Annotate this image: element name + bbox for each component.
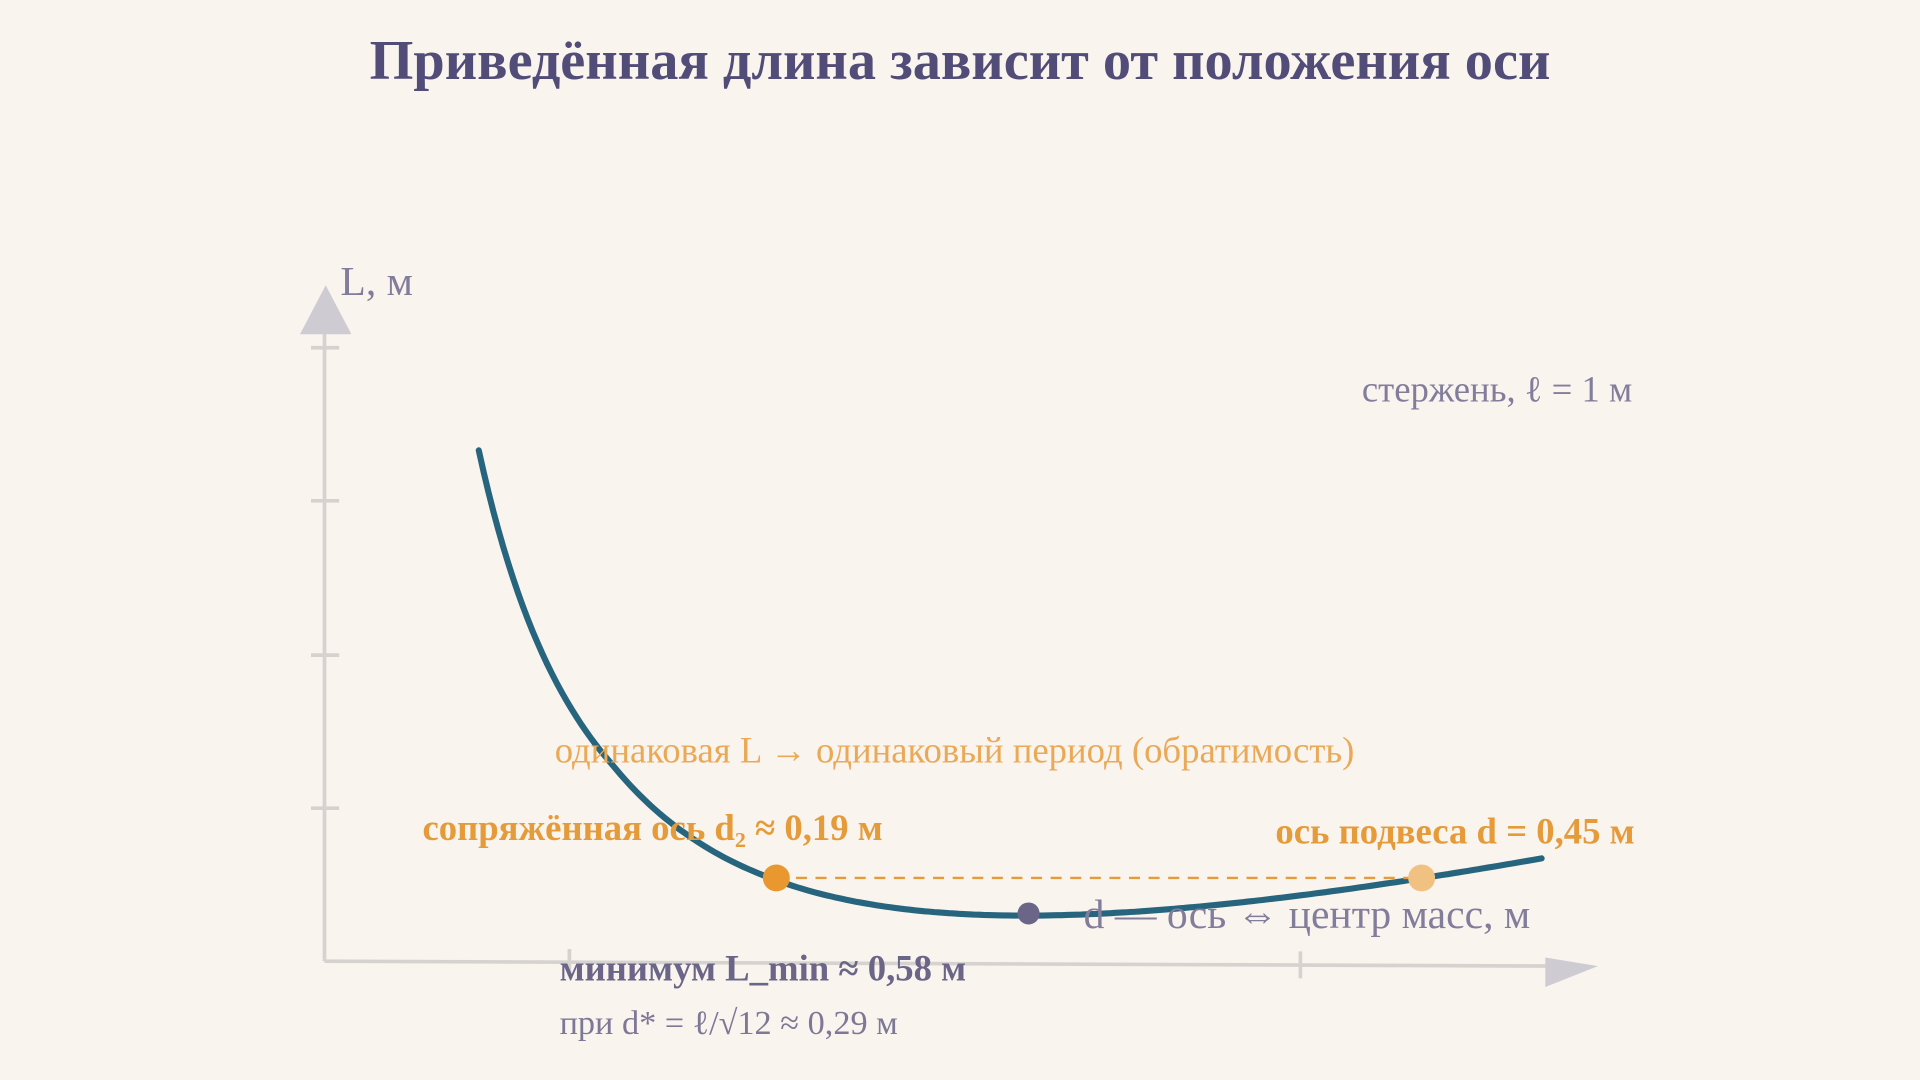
y-label: L, м [340,259,413,305]
pivot-label: ось подвеса d = 0,45 м [1275,811,1634,852]
minimum-point [1017,902,1040,925]
pivot-point [1408,864,1436,892]
reversibility-note: одинаковая L → одинаковый период (обрати… [555,730,1355,771]
x-axis [324,959,1562,968]
legend: стержень, ℓ = 1 м [1362,368,1632,409]
title: Приведённая длина зависит от положения о… [370,30,1551,92]
conjugate-label: сопряжённая ось d₂ ≈ 0,19 м [422,807,882,848]
minimum-at-label: при d* = ℓ/√12 ≈ 0,29 м [560,1004,898,1042]
minimum-label: минимум L_min ≈ 0,58 м [560,948,967,989]
axes [311,320,1562,979]
conjugate-point [762,864,790,892]
y-arrow [300,285,352,335]
x-arrow [1545,957,1598,987]
curve [475,447,1545,919]
x-label: d — ось ⇔ центр масс, м [1084,892,1531,938]
